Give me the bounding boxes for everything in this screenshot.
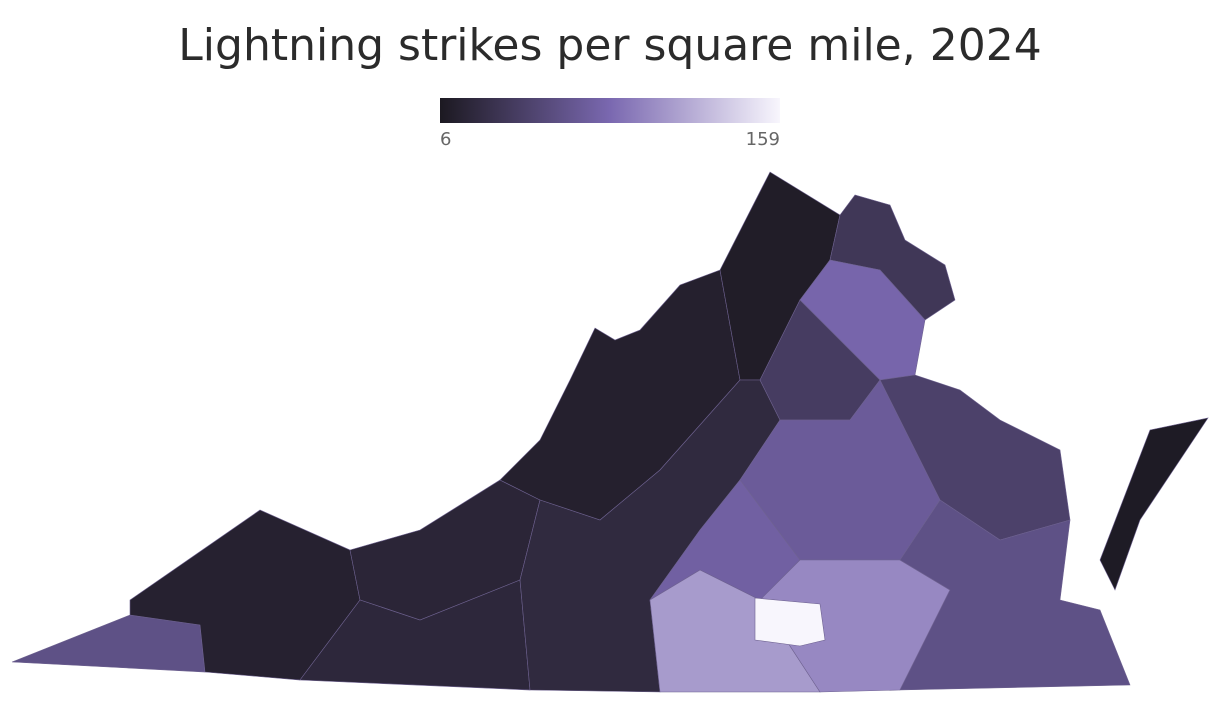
- legend-max: 159: [746, 129, 780, 150]
- title: Lightning strikes per square mile, 2024: [178, 20, 1041, 71]
- county-region: [754, 597, 826, 647]
- map: [11, 171, 1209, 693]
- legend-min: 6: [440, 129, 451, 150]
- county-region: [299, 579, 531, 691]
- county-region: [11, 614, 206, 673]
- county-region: [899, 499, 1131, 691]
- legend-bar: [440, 98, 780, 123]
- county-region: [1099, 417, 1209, 591]
